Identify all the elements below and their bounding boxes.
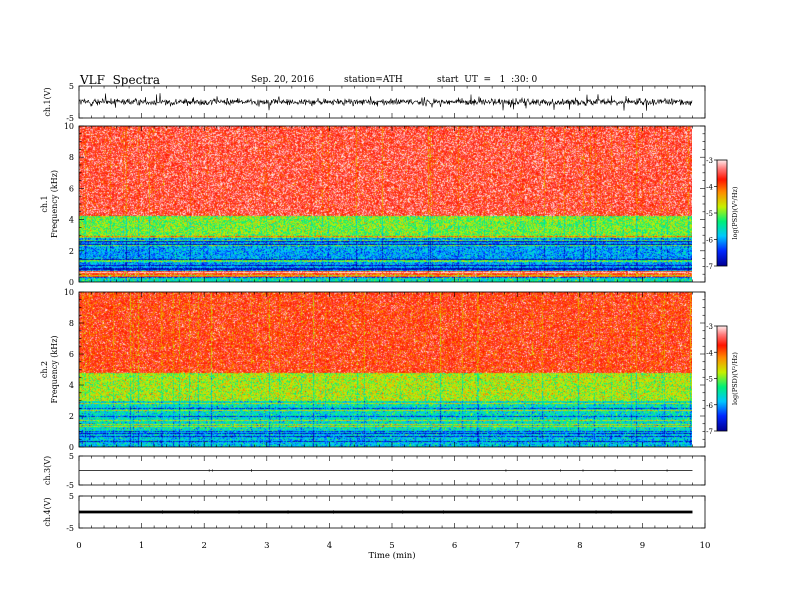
y-tick-label: -5	[66, 481, 74, 490]
y-tick-label: 2	[69, 412, 74, 421]
colorbar-tick-label: -6	[706, 237, 713, 245]
x-tick-label: 0	[76, 541, 81, 551]
ticks-layer	[78, 85, 717, 529]
chart-title: VLF Spectra	[80, 73, 161, 87]
x-tick-label: 4	[327, 541, 332, 551]
y-tick-label: 5	[69, 82, 74, 91]
labels-layer: 5 -5 ch.1(V) -3 -4 -5 -6 -7 log(PSD)(V²/Hz) 0 2 4 6 8…	[40, 82, 739, 561]
y-tick-label: 5	[69, 492, 74, 501]
y-tick-label: -5	[66, 524, 74, 533]
colorbar-tick-label: -4	[706, 349, 713, 357]
colorbar-label: log(PSD)(V²/Hz)	[731, 352, 739, 405]
colorbar-tick-label: -3	[706, 157, 713, 165]
y-tick-label: -5	[66, 114, 74, 123]
colorbar-tick-label: -7	[706, 428, 713, 436]
colorbar-ch2	[717, 326, 727, 431]
colorbar-tick-label: -6	[706, 402, 713, 410]
x-tick-label: 10	[700, 541, 711, 551]
colorbar-ch1	[717, 160, 727, 266]
y-tick-label: 0	[69, 278, 74, 287]
x-tick-label: 5	[389, 541, 394, 551]
colorbar-label: log(PSD)(V²/Hz)	[731, 186, 739, 239]
colorbar-tick-label: -5	[706, 210, 713, 218]
y-tick-label: 10	[64, 122, 74, 131]
colorbar-tick-label: -5	[706, 376, 713, 384]
x-tick-label: 3	[264, 541, 269, 551]
colorbar-tick-label: -7	[706, 263, 713, 271]
y-axis-label: ch.1(V)	[43, 87, 52, 116]
date-label: Sep. 20, 2016	[251, 75, 315, 85]
y-axis-label: ch.4(V)	[43, 497, 52, 526]
colorbar-tick-label: -4	[706, 184, 713, 192]
x-tick-label: 7	[514, 541, 519, 551]
y-tick-label: 8	[69, 153, 74, 162]
y-tick-label: 10	[64, 288, 74, 297]
y-axis-label: Frequency (kHz)	[50, 335, 59, 403]
spectrogram-layer	[79, 126, 727, 447]
y-tick-label: 8	[69, 319, 74, 328]
spectrogram-ch1	[79, 126, 692, 282]
y-axis-label: ch.3(V)	[43, 456, 52, 485]
y-tick-label: 5	[69, 452, 74, 461]
start-time-label: start UT = 1 :30: 0	[437, 75, 538, 85]
x-tick-label: 1	[139, 541, 144, 551]
y-tick-label: 4	[69, 381, 74, 390]
x-tick-label: 9	[640, 541, 645, 551]
x-tick-label: 2	[201, 541, 206, 551]
x-tick-label: 6	[452, 541, 457, 551]
y-tick-label: 2	[69, 247, 74, 256]
y-axis-label: ch.1	[40, 195, 49, 212]
y-tick-label: 4	[69, 216, 74, 225]
spectrogram-ch2	[79, 292, 692, 447]
y-tick-label: 6	[69, 184, 74, 193]
waveform-ch1	[78, 93, 693, 111]
y-axis-label: ch.2	[40, 361, 49, 378]
x-axis-label: Time (min)	[368, 550, 415, 561]
x-tick-label: 8	[577, 541, 582, 551]
station-label: station=ATH	[344, 75, 403, 85]
y-tick-label: 0	[69, 443, 74, 452]
colorbar-tick-label: -3	[706, 323, 713, 331]
y-axis-label: Frequency (kHz)	[50, 170, 59, 238]
y-tick-label: 6	[69, 350, 74, 359]
